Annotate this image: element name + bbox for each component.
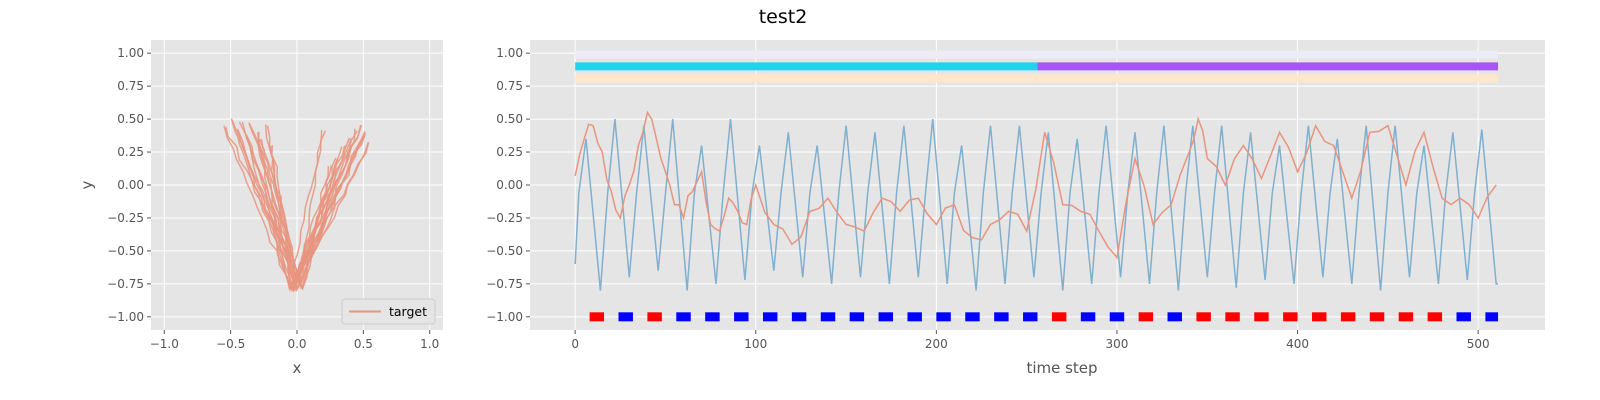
y-tick-label: 0.25 <box>117 145 144 159</box>
step-marker <box>1080 312 1096 322</box>
right-plot: 0 100 200 300 400 500 −1.00 −0.75 −0.50 −0.25 0.00… <box>486 40 1545 377</box>
step-marker <box>965 312 980 322</box>
step-marker <box>1167 312 1182 322</box>
x-tick-label: 0.0 <box>287 337 306 351</box>
x-tick-label: −0.5 <box>216 337 245 351</box>
y-tick-label: 0.50 <box>117 112 144 126</box>
step-marker <box>1427 312 1443 322</box>
step-marker <box>1225 312 1240 322</box>
step-marker <box>676 312 691 322</box>
step-marker <box>791 312 807 322</box>
legend-target-label: target <box>389 304 427 319</box>
right-plot-segment-bars <box>575 50 1499 83</box>
step-marker <box>1109 312 1125 322</box>
step-marker <box>849 312 865 322</box>
signal-blue-line <box>574 119 1498 291</box>
step-marker <box>1485 312 1499 322</box>
legend: target <box>341 298 436 325</box>
y-tick-label: −1.00 <box>486 310 523 324</box>
segment-bar <box>575 74 1499 83</box>
step-marker <box>1196 312 1211 322</box>
target-trajectory <box>269 135 366 292</box>
segment-bar <box>575 62 1038 71</box>
x-tick-label: 0.5 <box>354 337 373 351</box>
y-tick-label: 1.00 <box>117 46 144 60</box>
x-tick-label: 100 <box>744 337 767 351</box>
step-marker <box>762 312 778 322</box>
x-tick-label: 400 <box>1286 337 1309 351</box>
step-marker <box>647 312 662 322</box>
step-marker <box>705 312 720 322</box>
step-marker <box>1398 312 1414 322</box>
target-trajectory <box>241 121 370 293</box>
left-plot-ticks: −1.0 −0.5 0.0 0.5 1.0 −1.00 −0.75 −0.50 −0.25 0.0… <box>107 46 439 351</box>
right-plot-markers <box>589 312 1499 322</box>
x-tick-label: 500 <box>1467 337 1490 351</box>
step-marker <box>1138 312 1154 322</box>
step-marker <box>734 312 749 322</box>
y-tick-label: 0.50 <box>496 112 523 126</box>
step-marker <box>936 312 951 322</box>
segment-bar <box>1037 62 1499 71</box>
y-tick-label: −0.25 <box>107 211 144 225</box>
y-tick-label: 0.00 <box>117 178 144 192</box>
left-plot-xlabel: x <box>293 359 302 377</box>
target-line <box>574 110 1497 260</box>
x-tick-label: −1.0 <box>150 337 179 351</box>
step-marker <box>1369 312 1385 322</box>
y-tick-label: −0.75 <box>486 277 523 291</box>
y-tick-label: −0.25 <box>486 211 523 225</box>
y-tick-label: −0.50 <box>486 244 523 258</box>
x-tick-label: 300 <box>1106 337 1129 351</box>
y-tick-label: 0.25 <box>496 145 523 159</box>
x-tick-label: 1.0 <box>420 337 439 351</box>
legend-box <box>341 298 436 325</box>
x-tick-label: 200 <box>925 337 948 351</box>
y-tick-label: −0.50 <box>107 244 144 258</box>
step-marker <box>1340 312 1356 322</box>
step-marker <box>1023 312 1038 322</box>
left-plot: −1.0 −0.5 0.0 0.5 1.0 −1.00 −0.75 −0.50 −0.25 0.0… <box>78 40 443 377</box>
step-marker <box>878 312 894 322</box>
x-tick-label: 0 <box>571 337 579 351</box>
step-marker <box>907 312 922 322</box>
right-plot-xlabel: time step <box>1026 359 1097 377</box>
left-plot-ylabel: y <box>78 180 96 189</box>
right-plot-ticks: 0 100 200 300 400 500 −1.00 −0.75 −0.50 −0.25 0.00… <box>486 46 1489 351</box>
step-marker <box>1051 312 1067 322</box>
step-marker <box>1312 312 1327 322</box>
left-plot-grid <box>151 40 443 330</box>
step-marker <box>1283 312 1298 322</box>
target-trajectory <box>266 125 351 291</box>
step-marker <box>589 312 605 322</box>
figure-title: test2 <box>759 6 808 28</box>
y-tick-label: −1.00 <box>107 310 144 324</box>
step-marker <box>1456 312 1471 322</box>
step-marker <box>994 312 1009 322</box>
y-tick-label: 1.00 <box>496 46 523 60</box>
segment-bar <box>575 50 1499 59</box>
left-plot-data <box>223 118 370 294</box>
step-marker <box>618 312 633 322</box>
y-tick-label: 0.75 <box>496 79 523 93</box>
step-marker <box>820 312 836 322</box>
right-plot-data <box>574 110 1498 291</box>
target-trajectory <box>248 122 356 291</box>
step-marker <box>1254 312 1269 322</box>
y-tick-label: 0.75 <box>117 79 144 93</box>
target-trajectory <box>238 121 370 292</box>
y-tick-label: −0.75 <box>107 277 144 291</box>
y-tick-label: 0.00 <box>496 178 523 192</box>
